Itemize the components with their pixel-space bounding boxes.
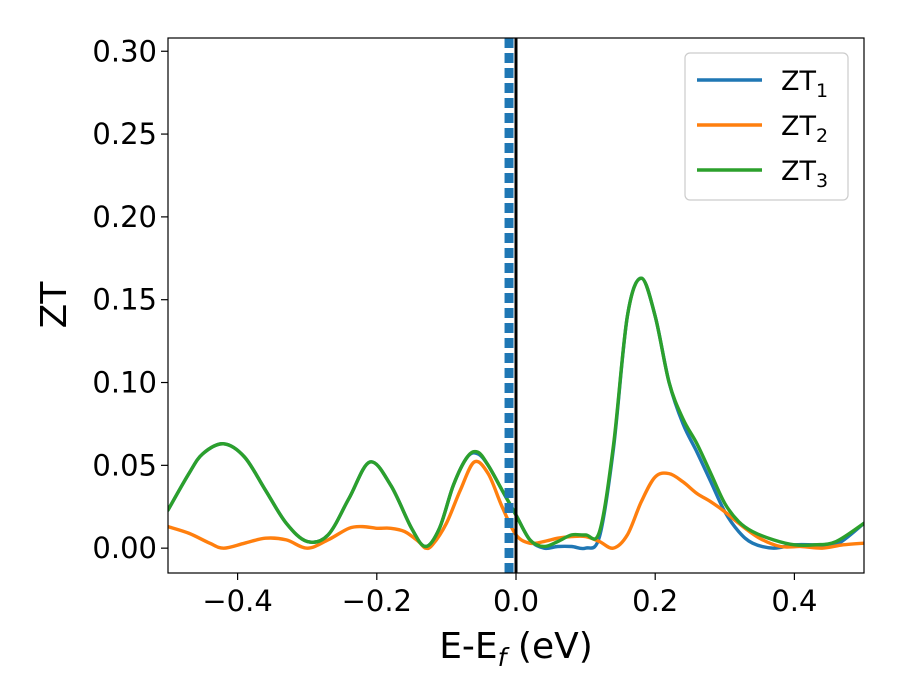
legend-label-zt2: ZT2	[781, 111, 828, 147]
y-axis-label: ZT	[34, 281, 75, 329]
legend-label-main: ZT	[781, 156, 816, 187]
y-tick-label: 0.05	[92, 448, 157, 482]
y-tick-label: 0.25	[92, 117, 157, 151]
x-tick-label: −0.4	[202, 584, 272, 618]
y-tick-label: 0.15	[92, 283, 157, 317]
x-tick-label: 0.4	[771, 584, 817, 618]
x-axis-ticks: −0.4 −0.2 0.0 0.2 0.4	[202, 573, 817, 618]
series-line-zt3	[168, 276, 864, 549]
x-tick-label: 0.2	[632, 584, 678, 618]
x-tick-label: −0.2	[342, 584, 412, 618]
x-axis-label: E-Ef (eV)	[439, 626, 593, 672]
y-tick-label: 0.10	[92, 366, 157, 400]
y-tick-label: 0.00	[92, 531, 157, 565]
y-tick-label: 0.30	[92, 34, 157, 68]
legend-label-main: ZT	[781, 66, 816, 97]
legend-label-zt1: ZT1	[781, 66, 828, 102]
legend-label-subscript: 2	[816, 125, 828, 147]
y-axis-ticks: 0.00 0.05 0.10 0.15 0.20 0.25 0.30	[92, 34, 168, 565]
legend-box	[684, 52, 849, 201]
legend-label-subscript: 1	[816, 80, 828, 102]
reference-lines	[504, 38, 518, 573]
y-tick-label: 0.20	[92, 200, 157, 234]
legend-label-main: ZT	[781, 111, 816, 142]
x-axis-label-unit: (eV)	[506, 626, 592, 667]
x-tick-label: 0.0	[493, 584, 539, 618]
legend-label-subscript: 3	[816, 170, 828, 192]
x-axis-label-main: E-E	[439, 626, 497, 667]
legend-label-zt3: ZT3	[781, 156, 828, 192]
